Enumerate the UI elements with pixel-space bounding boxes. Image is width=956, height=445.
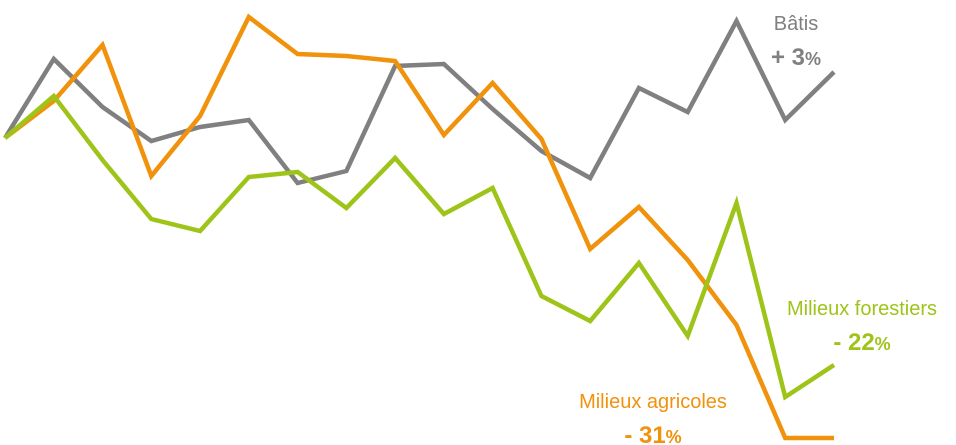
series-change-value-forestiers: - 22	[833, 329, 874, 356]
series-change-unit-batis: %	[805, 49, 821, 69]
series-change-unit-forestiers: %	[875, 334, 891, 354]
series-line-forestiers	[3, 92, 836, 401]
series-change-batis: + 3%	[771, 44, 821, 71]
series-lines	[3, 13, 836, 441]
series-change-value-batis: + 3	[771, 44, 805, 71]
series-line-agricoles	[3, 13, 834, 441]
series-name-forestiers: Milieux forestiers	[787, 298, 937, 320]
series-change-unit-agricoles: %	[666, 427, 682, 445]
series-name-agricoles: Milieux agricoles	[579, 391, 727, 413]
legend-label-batis: Bâtis + 3%	[771, 13, 821, 71]
series-change-forestiers: - 22%	[833, 329, 890, 356]
legend-label-forestiers: Milieux forestiers - 22%	[787, 298, 937, 356]
legend-label-agricoles: Milieux agricoles - 31%	[579, 391, 727, 445]
series-name-batis: Bâtis	[774, 13, 818, 35]
series-line-batis	[3, 16, 836, 186]
series-change-value-agricoles: - 31	[624, 422, 665, 445]
series-change-agricoles: - 31%	[624, 422, 681, 445]
